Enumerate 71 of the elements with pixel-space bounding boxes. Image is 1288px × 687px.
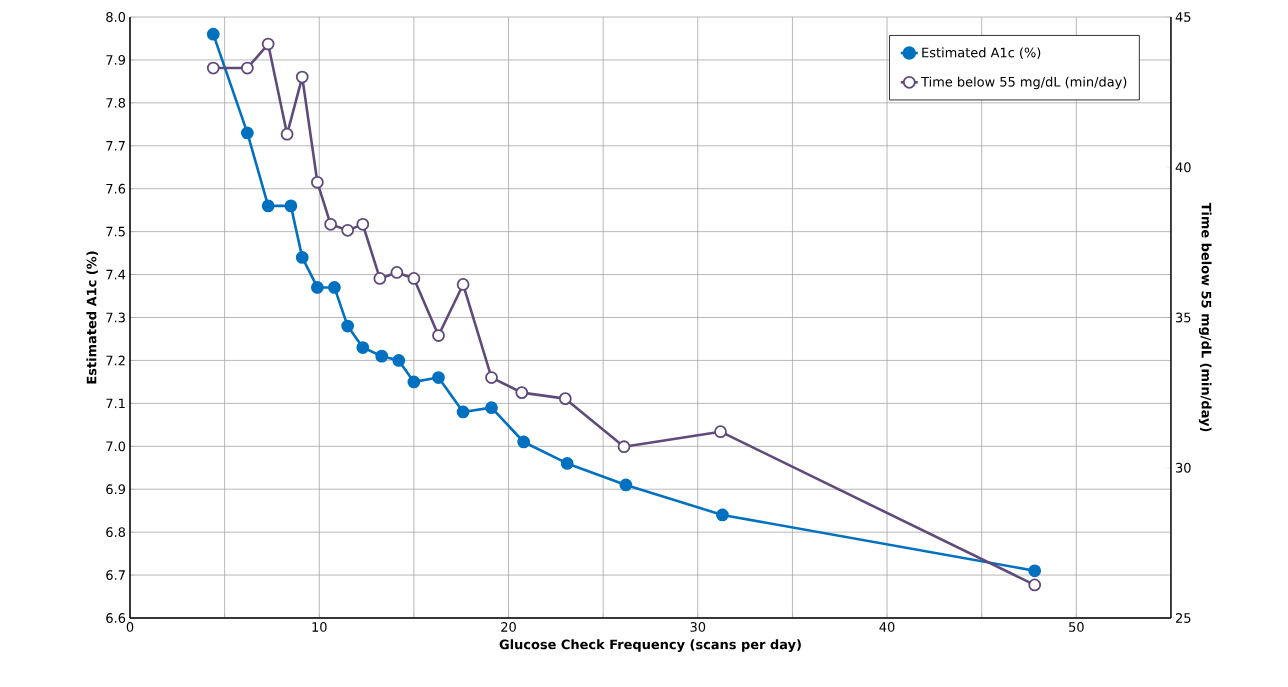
point [284,199,298,213]
point [485,401,498,415]
y-tick-label: 7.1 [106,398,125,409]
point [390,266,404,279]
point [392,354,406,367]
point [407,272,421,285]
point [456,405,470,419]
point [1028,564,1042,578]
y-tick-label: 6.8 [106,527,126,538]
y-tick-label: 7.9 [106,55,126,65]
point [517,435,531,449]
y-tick-label: 7.7 [106,141,125,151]
point [407,375,421,389]
y-tick-label: 7.6 [106,183,126,194]
point [356,341,370,354]
y2-tick-label: 35 [1176,312,1191,323]
point [432,329,445,342]
point [375,349,389,363]
point [515,386,529,399]
point [261,199,275,213]
point [485,371,498,384]
point [295,70,309,84]
y2-tick-label: 40 [1175,162,1191,173]
point [280,127,294,141]
x-axis-title: Glucose Check Frequency (scans per day) [499,639,801,652]
x-tick-label: 40 [879,622,895,632]
point [716,508,729,522]
y-tick-label: 8.0 [106,12,126,22]
legend-label: Time below 55 mg/dL (min/day) [921,76,1127,90]
point [328,281,341,294]
point [714,425,727,439]
point [261,37,275,51]
y-tick-label: 7.3 [106,312,125,323]
point [617,440,631,454]
y-tick-label: 7.4 [106,269,126,280]
x-tick-label: 30 [690,622,706,632]
point [341,319,355,333]
point [310,281,324,294]
legend-label: Estimated A1c (%) [922,47,1041,59]
point [240,126,254,140]
point [206,27,220,41]
point [373,272,387,285]
point [456,278,470,291]
y2-tick-label: 30 [1176,462,1191,473]
y-tick-label: 7.2 [106,355,125,366]
point [310,175,324,189]
y-tick-label: 7.0 [106,441,126,452]
point [560,457,574,470]
point [619,478,633,492]
y2-axis-title: Time below 55 mg/dL (min/day) [1198,202,1212,432]
y2-tick-label: 25 [1175,613,1191,623]
y2-tick-label: 45 [1175,12,1191,22]
y-tick-label: 6.9 [106,484,126,495]
x-tick-label: 0 [126,622,134,632]
point [324,217,337,231]
y-tick-label: 6.7 [106,570,125,580]
y-axis-title: Estimated A1c (%) [86,251,98,384]
point [558,392,572,406]
point [295,251,309,264]
x-tick-label: 10 [312,622,327,632]
y-tick-label: 6.6 [106,613,126,623]
y-tick-label: 7.5 [106,226,125,237]
point [356,217,370,231]
point [341,223,355,237]
point [240,61,254,75]
x-tick-label: 20 [501,622,516,632]
x-tick-label: 50 [1069,622,1084,632]
y-tick-label: 7.8 [106,97,126,108]
point [206,61,220,75]
point [1028,578,1042,592]
point [432,371,445,384]
